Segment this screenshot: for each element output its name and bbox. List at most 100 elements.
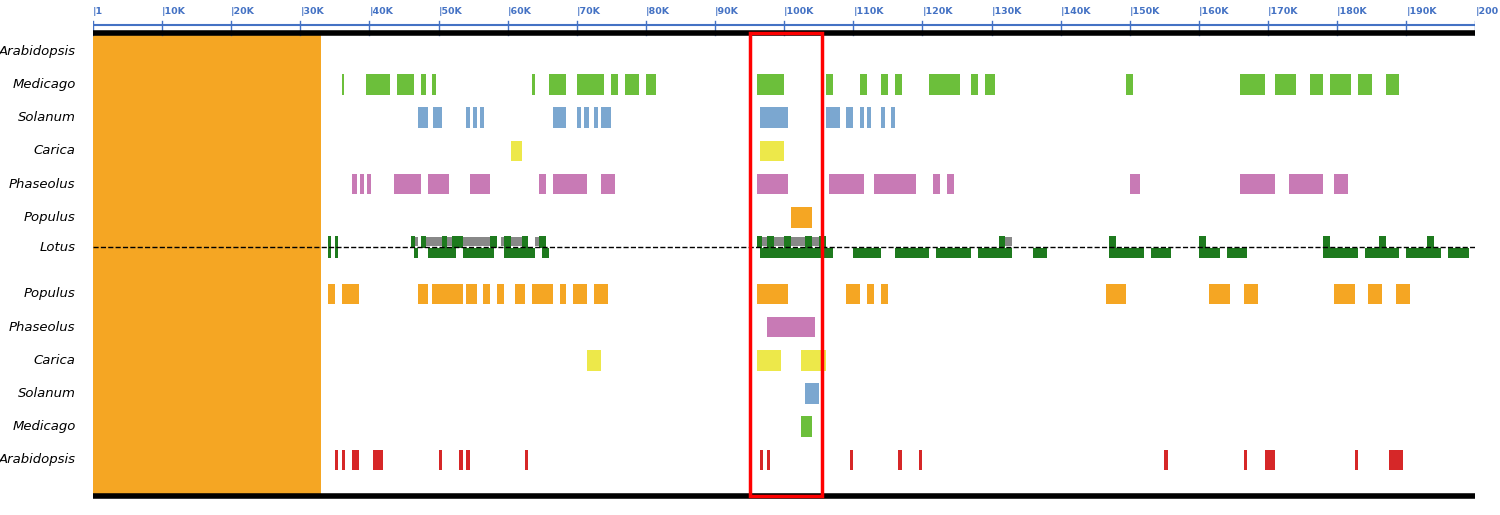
Bar: [490, 235, 498, 248]
Bar: [334, 235, 339, 248]
Bar: [790, 207, 812, 228]
Text: |10K: |10K: [162, 7, 186, 16]
Bar: [342, 283, 358, 304]
Text: |150K: |150K: [1130, 7, 1160, 16]
Bar: [784, 235, 790, 248]
Bar: [756, 74, 784, 95]
Bar: [352, 174, 357, 195]
Bar: [806, 235, 812, 248]
Bar: [1396, 283, 1410, 304]
Text: |200: |200: [1476, 7, 1498, 16]
Bar: [498, 283, 504, 304]
Bar: [560, 283, 567, 304]
Bar: [760, 248, 832, 258]
Bar: [342, 450, 345, 470]
Bar: [466, 283, 477, 304]
Bar: [552, 108, 567, 128]
Bar: [480, 108, 484, 128]
Bar: [1264, 450, 1275, 470]
Text: |20K: |20K: [231, 7, 255, 16]
Bar: [1034, 248, 1047, 258]
Bar: [549, 74, 567, 95]
Text: Medicago: Medicago: [12, 420, 75, 433]
Bar: [1323, 235, 1330, 248]
Bar: [984, 74, 994, 95]
Text: Solanum: Solanum: [18, 387, 75, 400]
Bar: [801, 417, 812, 437]
Bar: [756, 235, 762, 248]
Bar: [756, 174, 788, 195]
Bar: [801, 350, 825, 370]
Bar: [853, 248, 880, 258]
Bar: [504, 235, 512, 248]
Bar: [1358, 74, 1372, 95]
Bar: [334, 248, 339, 258]
Bar: [414, 237, 419, 246]
Bar: [1106, 283, 1126, 304]
Bar: [472, 108, 477, 128]
Bar: [512, 141, 522, 161]
Bar: [1130, 174, 1140, 195]
Bar: [432, 74, 436, 95]
Bar: [936, 248, 970, 258]
Bar: [466, 450, 470, 470]
Bar: [538, 235, 546, 248]
Bar: [432, 283, 464, 304]
Bar: [424, 237, 453, 246]
Bar: [536, 237, 546, 246]
Bar: [586, 350, 602, 370]
Bar: [453, 235, 464, 248]
Bar: [459, 450, 464, 470]
Bar: [1240, 74, 1264, 95]
Bar: [756, 237, 825, 246]
Bar: [393, 174, 422, 195]
Text: |160K: |160K: [1198, 7, 1230, 16]
Bar: [1407, 248, 1442, 258]
Bar: [1448, 248, 1468, 258]
Bar: [880, 74, 888, 95]
Bar: [459, 237, 494, 246]
Bar: [1426, 235, 1434, 248]
Text: Carica: Carica: [34, 144, 75, 158]
Bar: [830, 174, 864, 195]
Bar: [419, 108, 428, 128]
Bar: [1389, 450, 1402, 470]
Text: |140K: |140K: [1060, 7, 1090, 16]
Bar: [766, 235, 774, 248]
Bar: [1108, 248, 1143, 258]
Text: Populus: Populus: [24, 211, 75, 224]
Bar: [414, 248, 419, 258]
Bar: [766, 317, 816, 337]
Bar: [427, 174, 448, 195]
Bar: [1368, 283, 1382, 304]
Text: Arabidopsis: Arabidopsis: [0, 453, 75, 467]
Bar: [1334, 174, 1347, 195]
Bar: [578, 74, 604, 95]
Bar: [978, 248, 1012, 258]
Text: |100K: |100K: [784, 7, 814, 16]
Bar: [360, 174, 364, 195]
Text: |60K: |60K: [507, 7, 531, 16]
Text: |70K: |70K: [578, 7, 600, 16]
Text: |110K: |110K: [853, 7, 883, 16]
Bar: [646, 74, 657, 95]
Text: |190K: |190K: [1407, 7, 1437, 16]
Text: |30K: |30K: [300, 7, 324, 16]
Bar: [880, 283, 888, 304]
Bar: [880, 108, 885, 128]
Bar: [374, 450, 384, 470]
Text: Medicago: Medicago: [12, 78, 75, 91]
Bar: [1288, 174, 1323, 195]
Bar: [594, 108, 597, 128]
Text: Lotus: Lotus: [39, 241, 75, 254]
Bar: [1227, 248, 1248, 258]
Bar: [573, 283, 586, 304]
Bar: [334, 450, 339, 470]
Bar: [442, 235, 447, 248]
Bar: [433, 108, 442, 128]
Bar: [819, 235, 825, 248]
Bar: [626, 74, 639, 95]
Bar: [874, 174, 915, 195]
Text: Solanum: Solanum: [18, 111, 75, 124]
Bar: [1378, 235, 1386, 248]
